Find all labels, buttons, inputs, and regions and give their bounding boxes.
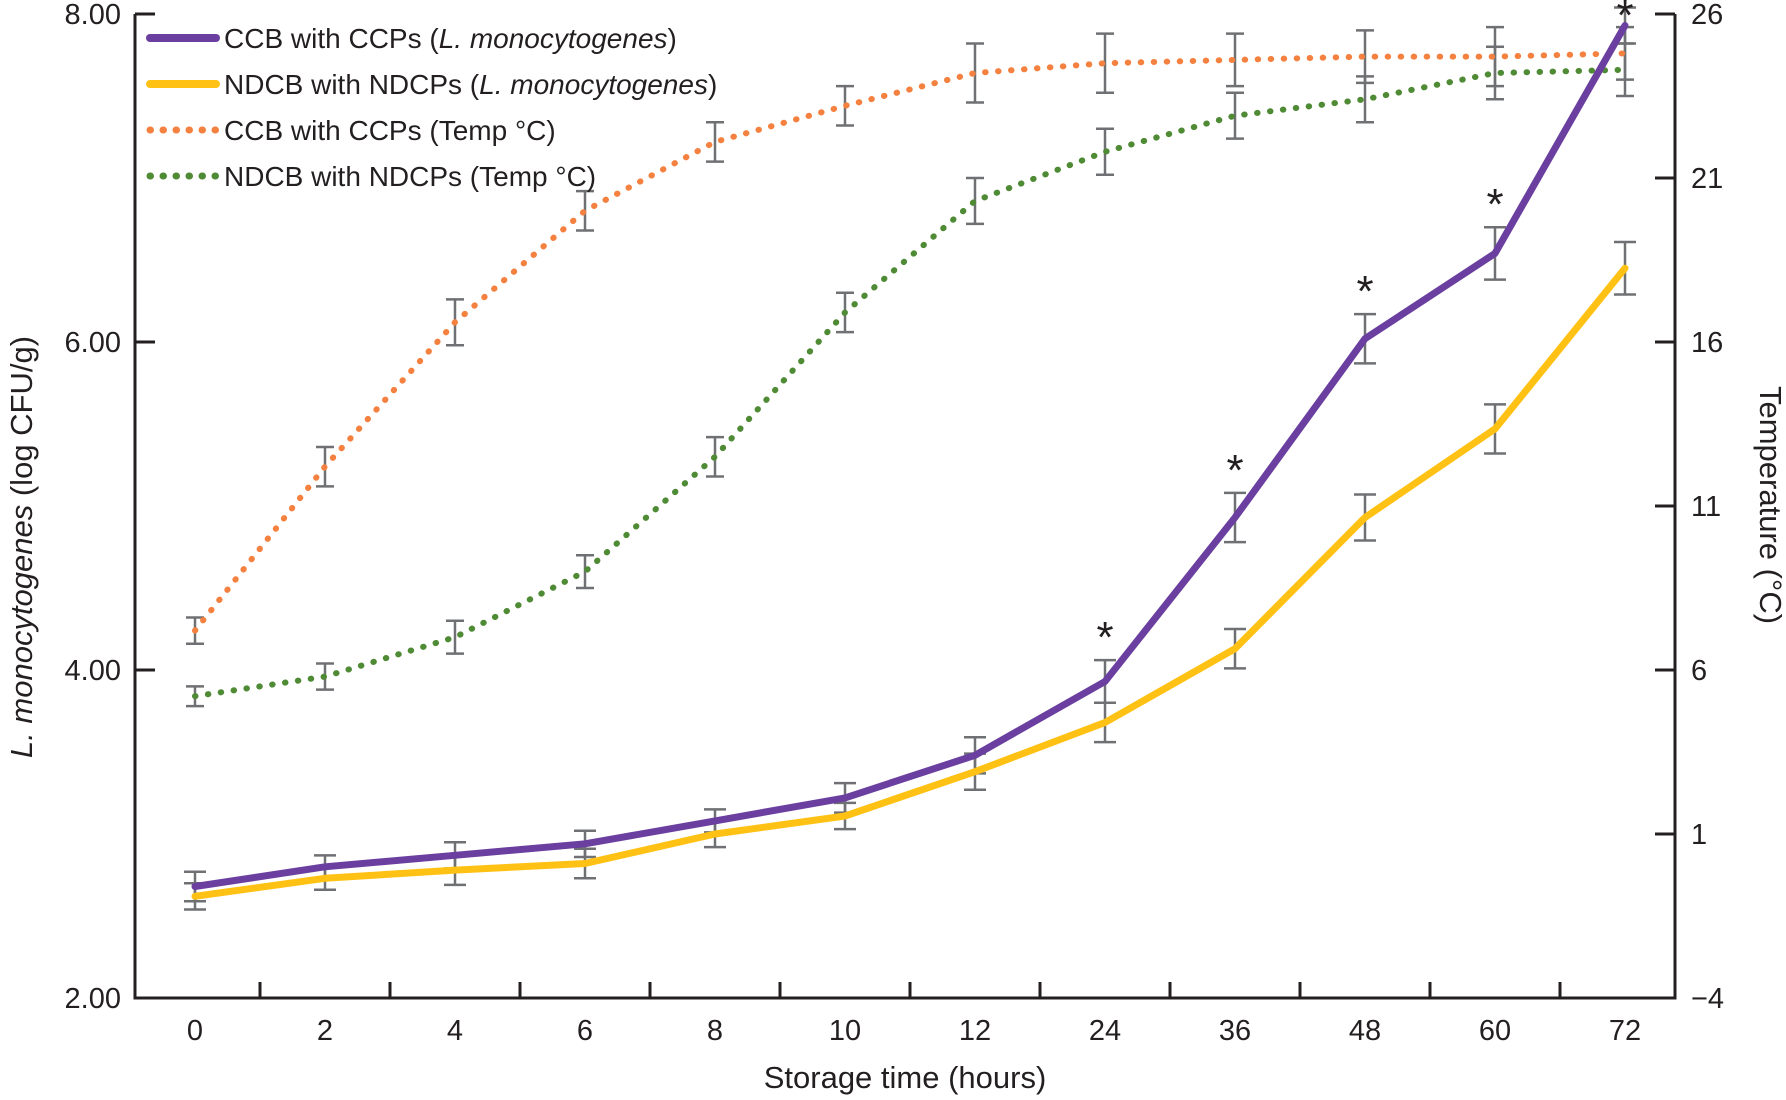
y-right-tick-label: 16 <box>1691 327 1723 359</box>
y-left-tick-label: 6.00 <box>65 327 121 359</box>
legend-label: CCB with CCPs (Temp °C) <box>224 115 556 146</box>
y-right-tick-label: 6 <box>1691 655 1707 687</box>
y-left-tick-label: 2.00 <box>65 983 121 1015</box>
x-tick-label: 10 <box>829 1015 861 1047</box>
x-tick-label: 36 <box>1219 1015 1251 1047</box>
asterisk-marker: * <box>1616 0 1633 40</box>
legend-label: CCB with CCPs (L. monocytogenes) <box>224 23 677 54</box>
legend: CCB with CCPs (L. monocytogenes) NDCB wit… <box>146 23 717 192</box>
y-left-ticks: 8.00 6.00 4.00 2.00 <box>65 0 155 1015</box>
legend-label: NDCB with NDCPs (L. monocytogenes) <box>224 69 717 100</box>
legend-item-2: CCB with CCPs (Temp °C) <box>146 115 556 146</box>
y-right-tick-label: −4 <box>1691 983 1724 1015</box>
y-left-tick-label: 4.00 <box>65 655 121 687</box>
legend-item-3: NDCB with NDCPs (Temp °C) <box>146 161 596 192</box>
y-right-ticks: 26 21 16 11 6 1 −4 <box>1655 0 1724 1015</box>
x-tick-label: 6 <box>577 1015 593 1047</box>
legend-label: NDCB with NDCPs (Temp °C) <box>224 161 596 192</box>
y-right-tick-label: 11 <box>1691 491 1721 523</box>
legend-item-1: NDCB with NDCPs (L. monocytogenes) <box>146 69 717 100</box>
asterisk-marker: * <box>1226 446 1243 495</box>
x-ticks: 0 2 4 6 8 10 12 24 36 48 60 72 <box>187 982 1641 1047</box>
series-1-error-bars <box>184 240 1636 911</box>
x-tick-label: 0 <box>187 1015 203 1047</box>
x-tick-label: 12 <box>959 1015 991 1047</box>
series-line-3 <box>192 66 1628 700</box>
x-tick-label: 60 <box>1479 1015 1511 1047</box>
series-line-2 <box>192 50 1628 634</box>
y-axis-title-left: L. monocytogenes (log CFU/g) <box>4 336 39 758</box>
x-axis-title: Storage time (hours) <box>764 1060 1047 1095</box>
series-line-0 <box>191 22 1629 890</box>
asterisk-marker: * <box>1096 613 1113 662</box>
x-tick-label: 48 <box>1349 1015 1381 1047</box>
legend-item-0: CCB with CCPs (L. monocytogenes) <box>146 23 677 54</box>
y-left-tick-label: 8.00 <box>65 0 121 31</box>
series-line-1 <box>191 264 1629 900</box>
x-tick-label: 8 <box>707 1015 723 1047</box>
x-tick-label: 72 <box>1609 1015 1641 1047</box>
significance-asterisks: * * * * * <box>1096 0 1633 662</box>
x-tick-label: 2 <box>317 1015 333 1047</box>
asterisk-marker: * <box>1356 267 1373 316</box>
y-right-tick-label: 1 <box>1691 819 1707 851</box>
x-tick-label: 24 <box>1089 1015 1121 1047</box>
y-right-tick-label: 21 <box>1691 163 1723 195</box>
y-right-tick-label: 26 <box>1691 0 1723 31</box>
x-tick-label: 4 <box>447 1015 463 1047</box>
asterisk-marker: * <box>1486 180 1503 229</box>
y-axis-title-right: Temperature (°C) <box>1753 386 1786 624</box>
